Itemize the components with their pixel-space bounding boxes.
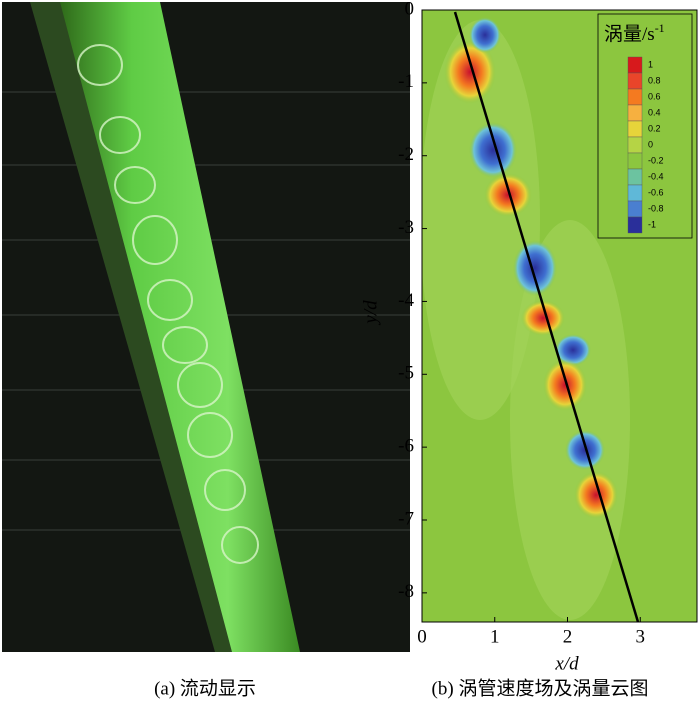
x-tick-label: 0 <box>417 626 427 647</box>
y-tick-label: -7 <box>398 508 414 529</box>
caption: (b) 涡管速度场及涡量云图 <box>432 677 649 699</box>
y-tick-label: -3 <box>398 217 414 238</box>
x-tick-label: 2 <box>563 626 573 647</box>
y-tick-label: -6 <box>398 436 414 457</box>
x-tick-label: 1 <box>490 626 500 647</box>
y-tick-label: -1 <box>398 71 414 92</box>
colorbar-swatch <box>627 104 643 122</box>
y-axis-label: y/d <box>360 300 381 326</box>
colorbar-tick-label: -0.2 <box>648 155 664 165</box>
colorbar-tick-label: 0 <box>648 139 653 149</box>
colorbar-tick-label: 0.6 <box>648 91 661 101</box>
y-tick-label: 0 <box>405 0 415 19</box>
colorbar-swatch <box>627 72 643 90</box>
x-axis-label: x/d <box>554 653 579 674</box>
colorbar-swatch <box>627 216 643 234</box>
colorbar-swatch <box>627 184 643 202</box>
colorbar-title: 涡量/s-1 <box>604 21 665 46</box>
colorbar-swatch <box>627 120 643 138</box>
colorbar-tick-label: -1 <box>648 219 656 229</box>
colorbar-tick-label: -0.8 <box>648 203 664 213</box>
caption: (a) 流动显示 <box>154 677 256 699</box>
colorbar-tick-label: 0.4 <box>648 107 661 117</box>
colorbar-title-superscript: -1 <box>655 21 665 35</box>
colorbar-swatch <box>627 136 643 154</box>
flow-photo <box>2 2 410 652</box>
y-tick-label: -5 <box>398 363 414 384</box>
y-tick-label: -8 <box>398 581 414 602</box>
plot-frame <box>421 9 698 623</box>
colorbar-swatch <box>627 56 643 74</box>
colorbar-tick-label: 1 <box>648 59 653 69</box>
colorbar-swatch <box>627 168 643 186</box>
y-tick-label: -4 <box>398 290 414 311</box>
vorticity-field <box>422 10 697 622</box>
colorbar-title-text: 涡量/s <box>604 23 655 45</box>
colorbar-swatch <box>627 200 643 218</box>
y-tick-label: -2 <box>398 144 414 165</box>
colorbar-tick-label: -0.6 <box>648 187 664 197</box>
colorbar: 1 0.8 0.6 0.4 0.2 0 -0.2 -0.4 -0.6 -0.8 -1 <box>597 13 693 239</box>
colorbar-swatch <box>627 152 643 170</box>
x-tick-label: 3 <box>636 626 646 647</box>
colorbar-tick-label: 0.8 <box>648 75 661 85</box>
colorbar-tick-label: 0.2 <box>648 123 661 133</box>
colorbar-swatch <box>627 88 643 106</box>
colorbar-tick-label: -0.4 <box>648 171 664 181</box>
